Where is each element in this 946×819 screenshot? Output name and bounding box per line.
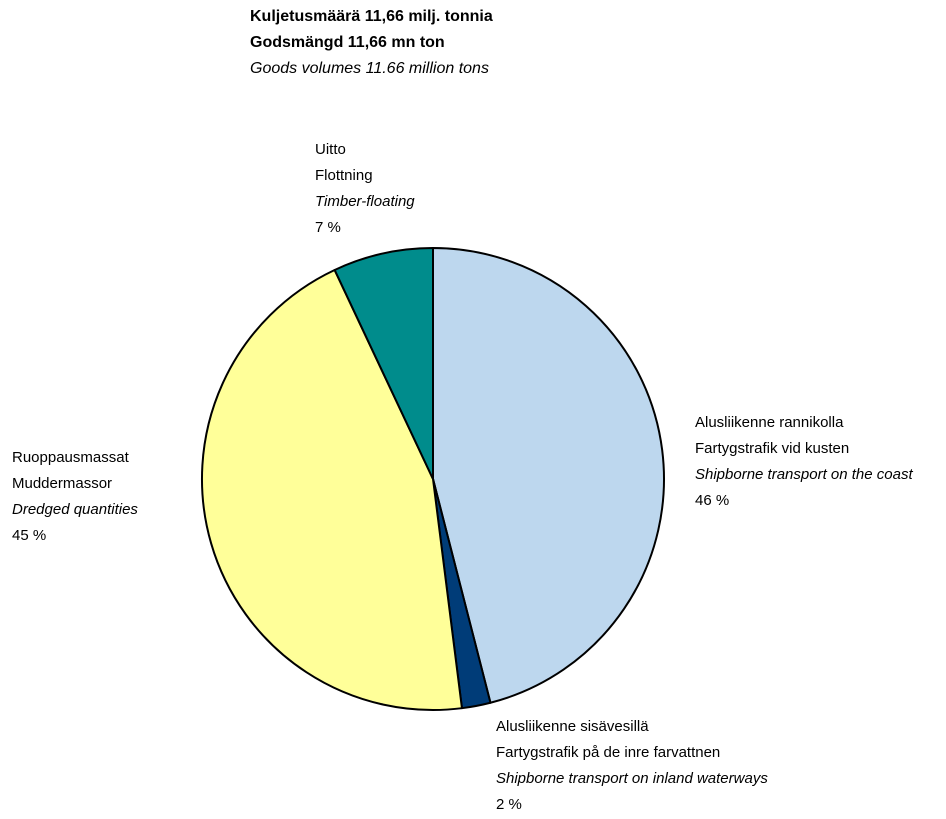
slice-label-coast-fi: Alusliikenne rannikolla: [695, 414, 844, 431]
slice-label-dredged: Ruoppausmassat Muddermassor Dredged quan…: [12, 445, 138, 549]
chart-title-en: Goods volumes 11.66 million tons: [250, 60, 489, 77]
slice-label-timber-fi: Uitto: [315, 141, 346, 158]
slice-label-timber-pct: 7 %: [315, 219, 341, 236]
chart-title-sv: Godsmängd 11,66 mn ton: [250, 34, 445, 51]
slice-label-dredged-fi: Ruoppausmassat: [12, 449, 129, 466]
slice-label-inland-sv: Fartygstrafik på de inre farvattnen: [496, 744, 721, 761]
slice-label-timber-sv: Flottning: [315, 167, 373, 184]
slice-label-coast: Alusliikenne rannikolla Fartygstrafik vi…: [695, 410, 913, 514]
chart-title: Kuljetusmäärä 11,66 milj. tonnia Godsmän…: [250, 4, 493, 82]
pie-slice-coast: [432, 247, 665, 704]
slice-label-coast-pct: 46 %: [695, 492, 730, 509]
pie-slice-dredged: [200, 268, 463, 711]
chart-title-fi: Kuljetusmäärä 11,66 milj. tonnia: [250, 8, 493, 25]
slice-label-inland-pct: 2 %: [496, 796, 522, 813]
slice-label-dredged-en: Dredged quantities: [12, 501, 138, 518]
slice-label-inland-en: Shipborne transport on inland waterways: [496, 770, 768, 787]
slice-label-coast-sv: Fartygstrafik vid kusten: [695, 440, 850, 457]
slice-label-dredged-sv: Muddermassor: [12, 475, 113, 492]
slice-label-timber: Uitto Flottning Timber-floating 7 %: [315, 137, 415, 241]
slice-label-timber-en: Timber-floating: [315, 193, 415, 210]
slice-label-dredged-pct: 45 %: [12, 527, 47, 544]
slice-label-inland: Alusliikenne sisävesillä Fartygstrafik p…: [496, 714, 768, 818]
slice-label-inland-fi: Alusliikenne sisävesillä: [496, 718, 649, 735]
slice-label-coast-en: Shipborne transport on the coast: [695, 466, 913, 483]
pie-slice-timber: [333, 247, 434, 480]
